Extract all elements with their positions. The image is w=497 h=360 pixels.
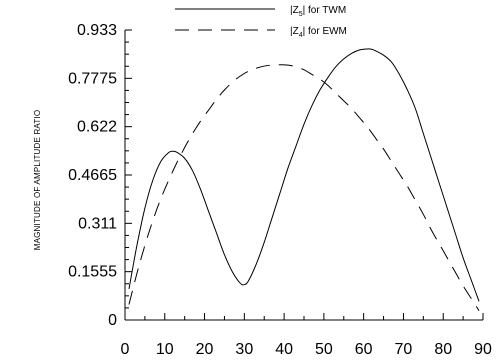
y-tick-label: 0.4665 [68,167,117,184]
x-tick-label: 10 [156,341,174,358]
series-line-1 [128,48,480,302]
y-tick-label: 0.622 [77,119,117,136]
y-tick-label: 0.933 [77,22,117,39]
x-tick-label: 90 [474,341,492,358]
x-tick-label: 80 [434,341,452,358]
x-tick-label: 0 [121,341,130,358]
y-tick-label: 0.1555 [68,264,117,281]
axes: 0 0.1555 0.311 0.4665 0.622 0.7775 0.933 0 10 20 3… [68,22,492,358]
series-layer [128,48,480,311]
legend-label-2: |Z4| for EWM [290,26,347,39]
y-tick-label: 0 [108,312,117,329]
x-tick-label: 50 [315,341,333,358]
x-tick-label: 70 [395,341,413,358]
legend: |Z5| for TWM |Z4| for EWM [175,5,347,39]
y-tick-label: 0.311 [78,215,117,232]
legend-label-1: |Z5| for TWM [290,5,346,18]
x-tick-label: 60 [355,341,373,358]
series-line-2 [128,64,480,311]
y-axis-label: MAGNITUDE OF AMPLITUDE RATIO [33,110,42,251]
x-tick-label: 40 [275,341,293,358]
x-tick-label: 20 [196,341,214,358]
x-tick-label: 30 [235,341,253,358]
y-tick-label: 0.7775 [68,70,117,87]
